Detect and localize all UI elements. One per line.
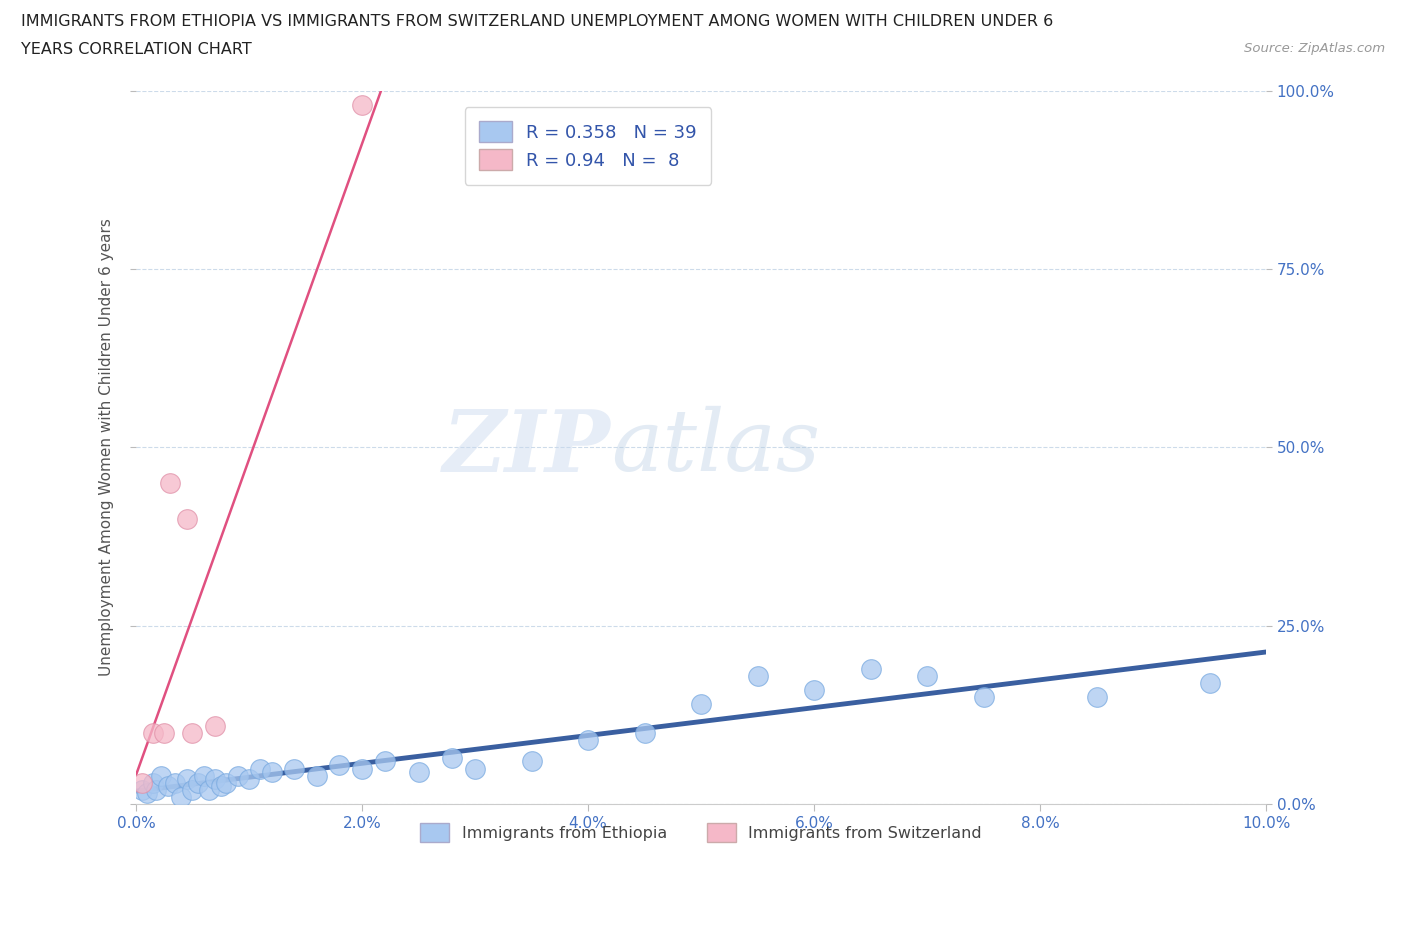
Point (198, 782, 221, 797)
Point (226, 768, 249, 783)
Point (176, 512, 198, 526)
Point (215, 776, 238, 790)
Point (238, 772, 260, 787)
Point (209, 779, 232, 794)
Point (159, 476, 181, 491)
Point (187, 776, 209, 790)
Point (165, 776, 187, 790)
Text: atlas: atlas (610, 406, 820, 489)
Point (249, 761, 271, 776)
Point (131, 782, 153, 797)
Point (328, 758, 350, 773)
Point (803, 683, 825, 698)
Point (441, 751, 464, 765)
Point (973, 690, 995, 705)
Point (283, 761, 305, 776)
Point (131, 776, 153, 790)
Point (690, 697, 713, 711)
Point (859, 661, 882, 676)
Point (520, 754, 543, 769)
Point (193, 768, 215, 783)
Point (260, 764, 283, 779)
Point (305, 768, 328, 783)
Point (1085, 690, 1108, 705)
Point (181, 725, 204, 740)
Point (149, 768, 172, 783)
Point (408, 764, 430, 779)
Text: IMMIGRANTS FROM ETHIOPIA VS IMMIGRANTS FROM SWITZERLAND UNEMPLOYMENT AMONG WOMEN: IMMIGRANTS FROM ETHIOPIA VS IMMIGRANTS F… (21, 14, 1053, 29)
Point (181, 782, 204, 797)
Point (464, 761, 486, 776)
Y-axis label: Unemployment Among Women with Children Under 6 years: Unemployment Among Women with Children U… (100, 219, 114, 676)
Point (350, 761, 373, 776)
Point (633, 725, 655, 740)
Legend: Immigrants from Ethiopia, Immigrants from Switzerland: Immigrants from Ethiopia, Immigrants fro… (412, 816, 990, 850)
Point (136, 786, 159, 801)
Point (142, 725, 165, 740)
Point (142, 776, 165, 790)
Point (145, 782, 167, 797)
Point (176, 772, 198, 787)
Point (156, 779, 179, 794)
Text: ZIP: ZIP (443, 405, 610, 489)
Point (747, 669, 769, 684)
Point (170, 790, 193, 804)
Point (350, 98, 373, 113)
Point (374, 754, 396, 769)
Text: YEARS CORRELATION CHART: YEARS CORRELATION CHART (21, 42, 252, 57)
Point (204, 718, 226, 733)
Point (1198, 675, 1220, 690)
Point (204, 772, 226, 787)
Point (915, 669, 938, 684)
Point (576, 733, 599, 748)
Text: Source: ZipAtlas.com: Source: ZipAtlas.com (1244, 42, 1385, 55)
Point (153, 725, 176, 740)
